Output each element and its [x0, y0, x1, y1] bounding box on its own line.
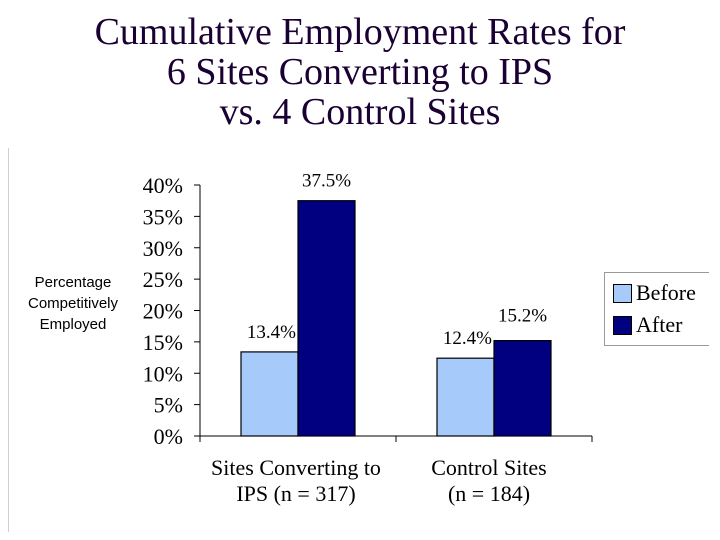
y-tick-label: 15%: [143, 330, 183, 355]
y-axis-label: Percentage Competitively Employed: [14, 272, 132, 335]
y-tick-label: 30%: [143, 236, 183, 261]
x-category-ips-line-1: Sites Converting to: [211, 455, 381, 480]
y-axis-label-line-2: Competitively: [27, 295, 119, 312]
x-category-ips-line-2: IPS (n = 317): [236, 481, 356, 506]
x-category-control-line-1: Control Sites: [431, 455, 547, 480]
title-line-1: Cumulative Employment Rates for: [94, 11, 626, 53]
slide-title: Cumulative Employment Rates for 6 Sites …: [0, 12, 720, 132]
bar-before-ips: [240, 351, 299, 437]
y-tick-label: 40%: [143, 173, 183, 198]
legend-swatch-after: [613, 315, 632, 335]
bar-before-control: [436, 357, 495, 437]
y-axis-label-line-3: Employed: [39, 316, 107, 333]
bar-after-control: [493, 340, 552, 437]
legend-item-before: Before: [613, 279, 696, 307]
y-tick-label: 25%: [143, 267, 183, 292]
legend-swatch-before: [613, 283, 632, 303]
data-label: 13.4%: [247, 322, 296, 343]
y-tick-label: 0%: [154, 424, 183, 449]
x-category-label-ips: Sites Converting to IPS (n = 317): [196, 455, 396, 507]
y-tick-label: 20%: [143, 299, 183, 324]
y-tick-label: 5%: [154, 393, 183, 418]
y-axis-label-line-1: Percentage: [34, 274, 112, 291]
x-category-control-line-2: (n = 184): [447, 481, 531, 506]
data-label: 12.4%: [443, 328, 492, 349]
data-label: 15.2%: [498, 306, 547, 327]
data-label: 37.5%: [302, 171, 351, 192]
legend-label-after: After: [636, 312, 683, 337]
y-tick-label: 35%: [143, 204, 183, 229]
chart-legend: Before After: [604, 272, 709, 346]
title-line-2: 6 Sites Converting to IPS: [166, 51, 554, 93]
chart-frame: [8, 148, 711, 532]
legend-label-before: Before: [636, 280, 696, 305]
bar-after-ips: [297, 200, 356, 437]
legend-item-after: After: [613, 311, 682, 339]
title-line-3: vs. 4 Control Sites: [219, 91, 501, 133]
y-tick-label: 10%: [143, 361, 183, 386]
x-category-label-control: Control Sites (n = 184): [396, 455, 582, 507]
